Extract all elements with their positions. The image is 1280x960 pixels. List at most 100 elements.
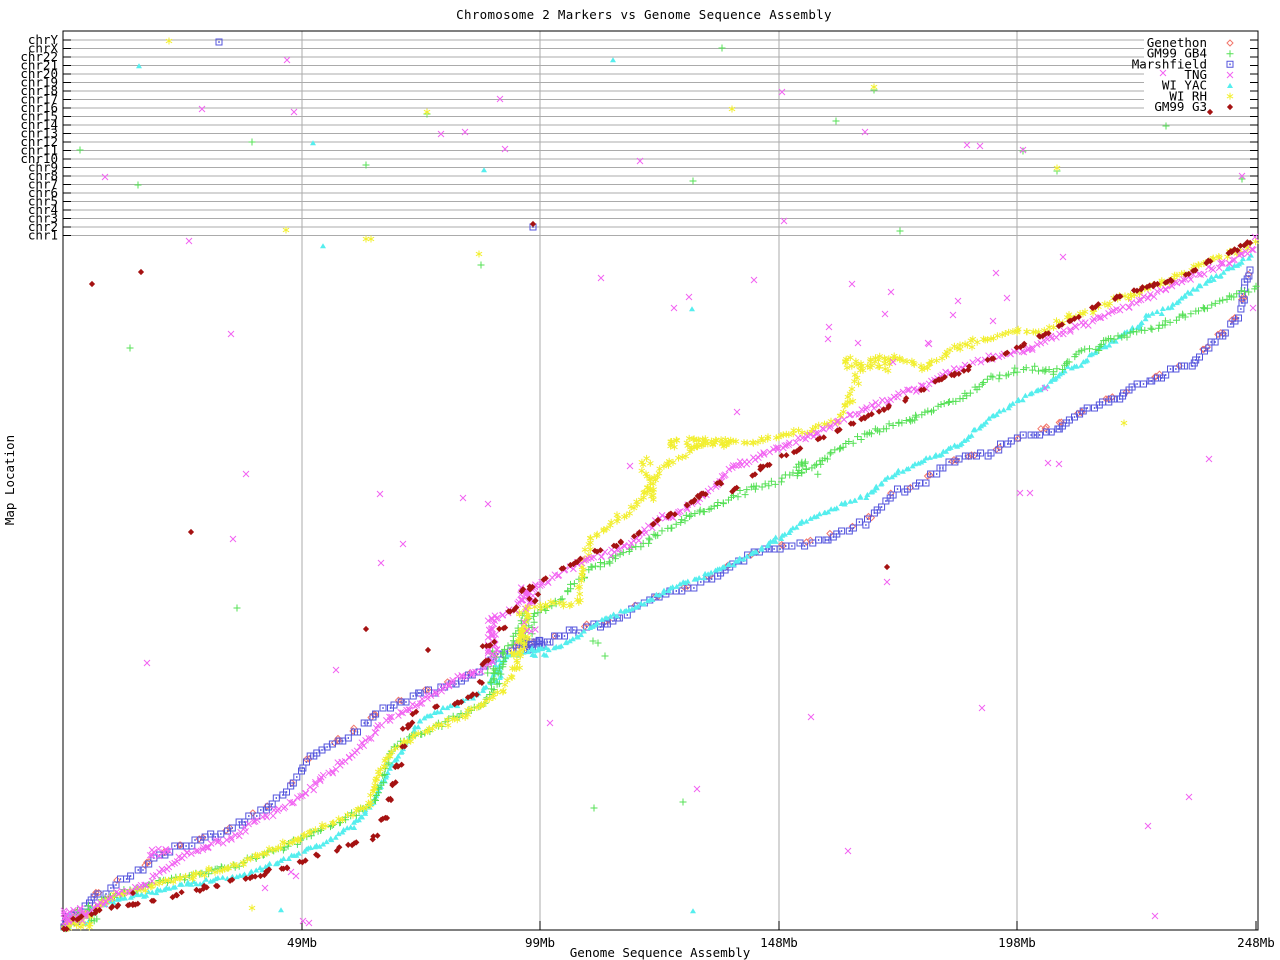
- series-points-gm99g3: [60, 108, 1254, 933]
- marker-gm99gb4: [650, 530, 658, 539]
- marker-marshfield: [855, 518, 864, 526]
- marker-gm99gb4: [758, 483, 767, 491]
- ytick-label-chr1: chr1: [28, 228, 58, 243]
- marker-wiyac: [1159, 305, 1167, 312]
- legend-label-gm99g3: GM99 G3: [1154, 99, 1207, 114]
- marker-tng: [1016, 489, 1024, 497]
- marker-tng: [954, 297, 962, 305]
- ytick-label-chr21: chr21: [20, 58, 58, 73]
- marker-gm99gb4: [995, 371, 1004, 380]
- xtick-label-148Mb: 148Mb: [760, 935, 798, 950]
- marker-wirh: [728, 105, 736, 113]
- marker-wiyac: [802, 518, 810, 525]
- marker-wiyac: [1128, 324, 1136, 331]
- marker-marshfield: [1035, 431, 1044, 439]
- marker-wiyac: [1000, 406, 1008, 413]
- marker-gm99g3: [137, 268, 145, 276]
- marker-marshfield: [1139, 380, 1148, 388]
- marker-wirh: [362, 235, 370, 243]
- marker-gm99gb4: [987, 372, 995, 381]
- marker-wiyac: [247, 868, 255, 875]
- marker-gm99gb4: [741, 490, 750, 499]
- marker-gm99gb4: [911, 411, 920, 420]
- marker-gm99gb4: [944, 398, 953, 407]
- marker-gm99g3: [820, 433, 828, 441]
- marker-gm99gb4: [1146, 324, 1155, 333]
- marker-gm99gb4: [1140, 326, 1149, 335]
- marker-gm99gb4: [483, 669, 492, 677]
- marker-tng: [1251, 233, 1259, 241]
- marker-tng: [1089, 317, 1097, 325]
- marker-gm99gb4: [685, 512, 694, 521]
- marker-tng: [353, 747, 361, 755]
- marker-tng: [242, 470, 250, 478]
- marker-tng: [824, 335, 832, 343]
- marker-wiyac: [926, 454, 934, 461]
- marker-gm99gb4: [995, 374, 1003, 383]
- marker-gm99gb4: [849, 439, 858, 448]
- ytick-label-chr3: chr3: [28, 211, 58, 226]
- marker-tng: [598, 553, 606, 560]
- ytick-label-chr4: chr4: [28, 202, 58, 217]
- ytick-label-chr19: chr19: [20, 75, 58, 90]
- marker-gm99gb4: [134, 181, 142, 189]
- marker-tng: [555, 571, 563, 579]
- marker-wiyac: [1148, 310, 1156, 317]
- marker-tng: [484, 633, 492, 641]
- ytick-label-chr12: chr12: [20, 134, 58, 149]
- marker-tng: [685, 293, 693, 301]
- marker-wirh: [248, 904, 256, 912]
- marker-wiyac: [851, 497, 859, 504]
- ytick-label-chrX: chrX: [28, 41, 59, 56]
- marker-marshfield: [893, 485, 902, 493]
- marker-tng: [287, 868, 295, 876]
- marker-tng: [299, 917, 307, 925]
- marker-tng: [1151, 912, 1159, 920]
- marker-marshfield: [862, 521, 870, 529]
- marker-tng: [290, 108, 298, 116]
- marker-tng: [310, 786, 318, 794]
- marker-tng: [844, 847, 852, 855]
- marker-gm99gb4: [1034, 367, 1043, 375]
- marker-tng: [1200, 270, 1208, 278]
- marker-marshfield: [364, 719, 373, 727]
- marker-tng: [1003, 294, 1011, 302]
- marker-tng: [461, 128, 469, 136]
- legend-entry-marshfield: Marshfield: [1132, 56, 1234, 71]
- marker-tng: [101, 173, 109, 181]
- marker-wiyac: [772, 534, 780, 541]
- marker-tng: [484, 500, 492, 508]
- marker-wiyac: [816, 510, 823, 517]
- grid-lines: [63, 31, 1258, 930]
- marker-gm99gb4: [816, 460, 825, 469]
- marker-gm99gb4: [667, 524, 676, 532]
- legend-label-wiyac: WI YAC: [1162, 78, 1207, 93]
- marker-gm99gb4: [233, 604, 241, 612]
- marker-tng: [1249, 304, 1257, 312]
- marker-wiyac: [319, 242, 327, 249]
- marker-tng: [1185, 793, 1193, 801]
- marker-tng: [229, 535, 237, 543]
- marker-tng: [862, 406, 870, 414]
- marker-gm99gb4: [761, 479, 770, 488]
- data-points: [60, 37, 1260, 933]
- marker-gm99gb4: [690, 509, 699, 518]
- marker-gm99gb4: [734, 492, 742, 501]
- marker-gm99g3: [399, 725, 407, 733]
- ytick-label-chr15: chr15: [20, 109, 58, 124]
- legend-label-gm99gb4: GM99 GB4: [1147, 46, 1207, 61]
- marker-gm99g3: [178, 888, 186, 896]
- marker-tng: [306, 783, 314, 791]
- marker-wiyac: [841, 499, 849, 506]
- marker-tng: [1150, 293, 1158, 301]
- xtick-label-198Mb: 198Mb: [998, 935, 1036, 950]
- legend-label-tng: TNG: [1184, 67, 1207, 82]
- marker-wirh: [839, 408, 847, 416]
- marker-wirh: [1050, 323, 1058, 332]
- ytick-label-chr22: chr22: [20, 49, 58, 64]
- marker-gm99gb4: [566, 580, 575, 589]
- ytick-label-chr14: chr14: [20, 117, 58, 132]
- marker-tng: [949, 311, 957, 319]
- marker-marshfield: [814, 536, 823, 544]
